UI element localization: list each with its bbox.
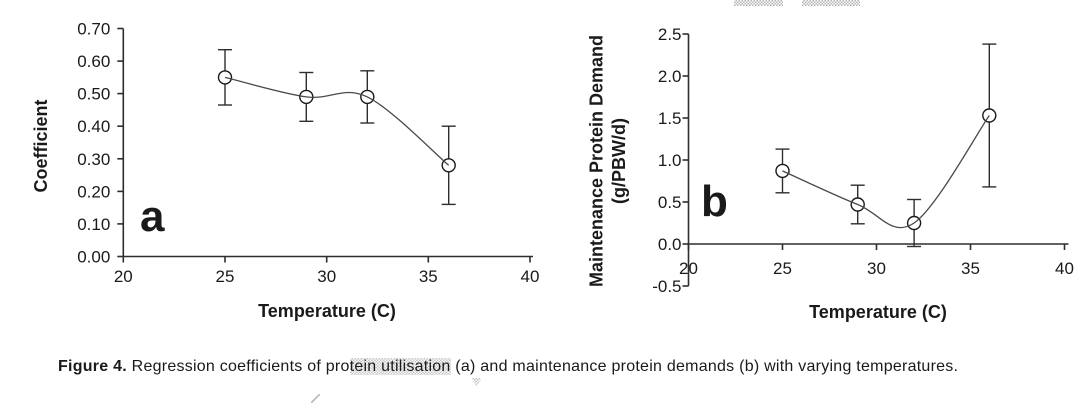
y-axis-title: (g/PBW/d)	[609, 118, 629, 204]
x-tick-label: 20	[114, 267, 133, 286]
x-tick-label: 35	[419, 267, 438, 286]
y-tick-label: 0.50	[77, 85, 110, 104]
y-tick-label: -0.5	[652, 277, 681, 296]
y-tick-label: 0.30	[77, 150, 110, 169]
x-tick-label: 20	[679, 259, 698, 278]
panel-letter: a	[140, 192, 165, 241]
y-axis-title: Coefficient	[31, 99, 51, 192]
y-tick-label: 0.40	[77, 117, 110, 136]
x-tick-label: 25	[773, 259, 792, 278]
y-tick-label: 0.70	[77, 20, 110, 39]
y-tick-label: 0.00	[77, 248, 110, 267]
caption-highlighted-text: tein utilisation	[349, 358, 451, 375]
y-tick-label: 1.0	[658, 151, 682, 170]
chart-b: 20 25 30 35 40 -0.5 0.0 0.5 1.0 1.5 2.0 2.5 Temperat…	[587, 25, 1074, 322]
y-tick-label: 2.0	[658, 67, 682, 86]
x-tick-label: 25	[216, 267, 235, 286]
panel-letter: b	[701, 177, 728, 226]
x-tick-label: 40	[1055, 259, 1074, 278]
y-tick-label: 2.5	[658, 25, 682, 44]
x-axis-title: Temperature (C)	[809, 302, 947, 322]
data-curve	[224, 76, 450, 166]
data-point-marker	[982, 108, 997, 123]
y-tick-label: 0.0	[658, 235, 682, 254]
y-tick-label: 0.5	[658, 193, 682, 212]
y-tick-label: 0.60	[77, 52, 110, 71]
x-tick-label: 40	[521, 267, 540, 286]
x-tick-label: 35	[961, 259, 980, 278]
caption-text-after: (a) and maintenance protein demands (b) …	[450, 358, 959, 375]
y-tick-label: 0.10	[77, 215, 110, 234]
caption-text-before: Regression coefficients of pro	[126, 358, 350, 375]
figure-caption-label: Figure 4.	[58, 358, 127, 375]
y-tick-label: 1.5	[658, 109, 682, 128]
figure-caption: Figure 4. Regression coefficients of pro…	[58, 358, 958, 376]
highlight-tail-artifact	[471, 378, 482, 386]
y-tick-label: 0.20	[77, 182, 110, 201]
stray-mark-artifact	[311, 394, 320, 403]
x-axis-title: Temperature (C)	[258, 301, 396, 321]
data-curve	[782, 115, 990, 229]
chart-a: 20 25 30 35 40 0.00 0.10 0.20 0.30 0.40 0.50 0.60 0.…	[31, 20, 540, 322]
x-tick-label: 30	[317, 267, 336, 286]
scan-artifact-right	[802, 0, 860, 6]
scan-artifact-left	[734, 0, 783, 6]
x-tick-label: 30	[867, 259, 886, 278]
y-axis-title: Maintenance Protein Demand	[587, 35, 607, 287]
